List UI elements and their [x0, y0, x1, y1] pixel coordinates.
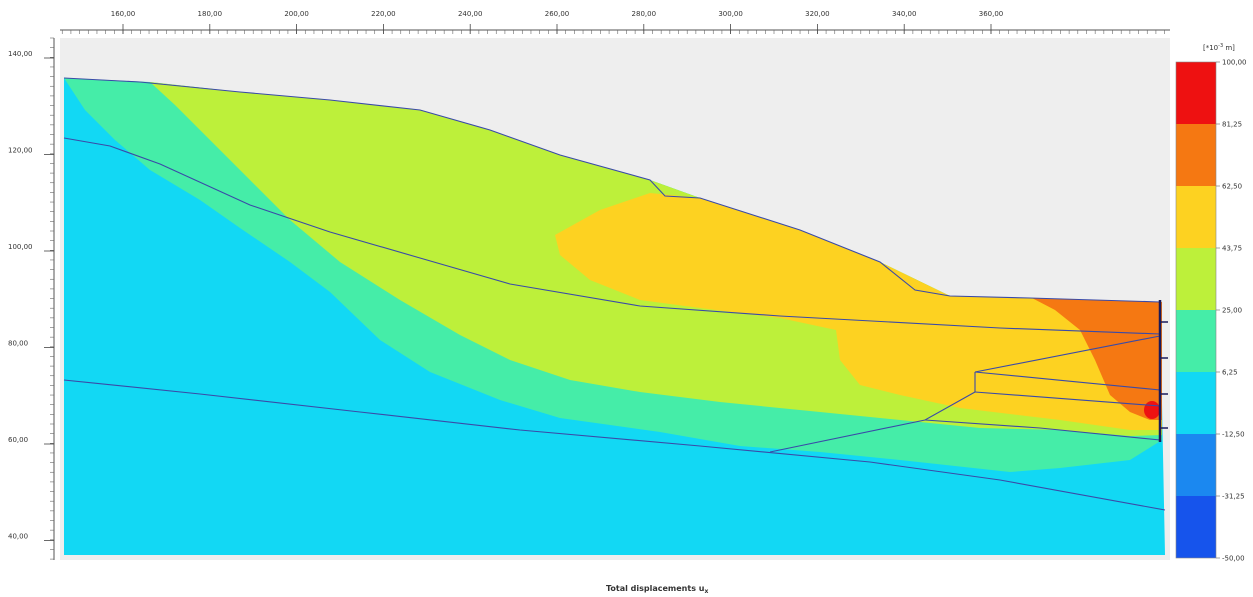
legend-label: -12,50: [1222, 431, 1245, 439]
x-tick-label: 300,00: [718, 10, 743, 18]
y-tick-label: 60,00: [8, 436, 28, 444]
plot-caption: Total displacements ux: [606, 584, 708, 595]
legend-swatch: [1176, 124, 1216, 186]
x-tick-label: 260,00: [545, 10, 570, 18]
y-axis-ruler: 140,00 120,00 100,00 80,00 60,00 40,00: [8, 37, 55, 560]
legend-swatch: [1176, 186, 1216, 248]
x-tick-label: 240,00: [458, 10, 483, 18]
y-tick-label: 40,00: [8, 533, 28, 541]
legend-swatch: [1176, 310, 1216, 372]
soil-layer-boundaries: [63, 77, 1166, 511]
x-tick-label: 320,00: [805, 10, 830, 18]
legend-swatch: [1176, 496, 1216, 558]
x-tick-label: 360,00: [979, 10, 1004, 18]
x-tick-label: 340,00: [892, 10, 917, 18]
x-tick-label: 180,00: [198, 10, 223, 18]
layer-boundary-3: [924, 419, 1161, 441]
y-tick-label: 100,00: [8, 243, 33, 251]
y-tick-label: 140,00: [8, 50, 33, 58]
legend-label: 81,25: [1222, 121, 1242, 129]
legend-unit: [*10-3 m]: [1203, 43, 1235, 52]
x-tick-label: 160,00: [111, 10, 136, 18]
x-axis-ruler: 160,00 180,00 200,00 220,00 240,00 260,00 280,…: [60, 10, 1170, 34]
zone-62-50: [555, 193, 1162, 430]
contour-fills: [64, 78, 1165, 555]
legend-colorbar: [*10-3 m] 100,00 81,25 62,50 43,75 25,00 6,25…: [1175, 43, 1247, 563]
legend-label: -31,25: [1222, 493, 1245, 501]
legend-swatch: [1176, 248, 1216, 310]
legend-label: 62,50: [1222, 183, 1242, 191]
x-tick-label: 220,00: [371, 10, 396, 18]
reinforced-zone-bottom: [974, 391, 1161, 407]
x-tick-label: 280,00: [632, 10, 657, 18]
legend-label: 100,00: [1222, 59, 1247, 67]
zone-100-00: [1144, 401, 1160, 419]
layer-boundary-1: [63, 137, 1161, 335]
anchor-line-upper: [974, 335, 1161, 373]
legend-label: 6,25: [1222, 369, 1238, 377]
legend-swatch: [1176, 434, 1216, 496]
retaining-wall: [1158, 300, 1168, 442]
reinforced-zone-top: [974, 371, 1161, 391]
legend-label: 43,75: [1222, 245, 1242, 253]
y-tick-label: 120,00: [8, 147, 33, 155]
legend-label: -50,00: [1222, 555, 1245, 563]
ground-surface-line: [63, 77, 1161, 303]
layer-boundary-2: [63, 379, 1166, 511]
y-tick-label: 80,00: [8, 340, 28, 348]
legend-swatch: [1176, 372, 1216, 434]
legend-label: 25,00: [1222, 307, 1242, 315]
x-tick-label: 200,00: [284, 10, 309, 18]
legend-swatch: [1176, 62, 1216, 124]
zone-81-25: [1032, 298, 1162, 420]
